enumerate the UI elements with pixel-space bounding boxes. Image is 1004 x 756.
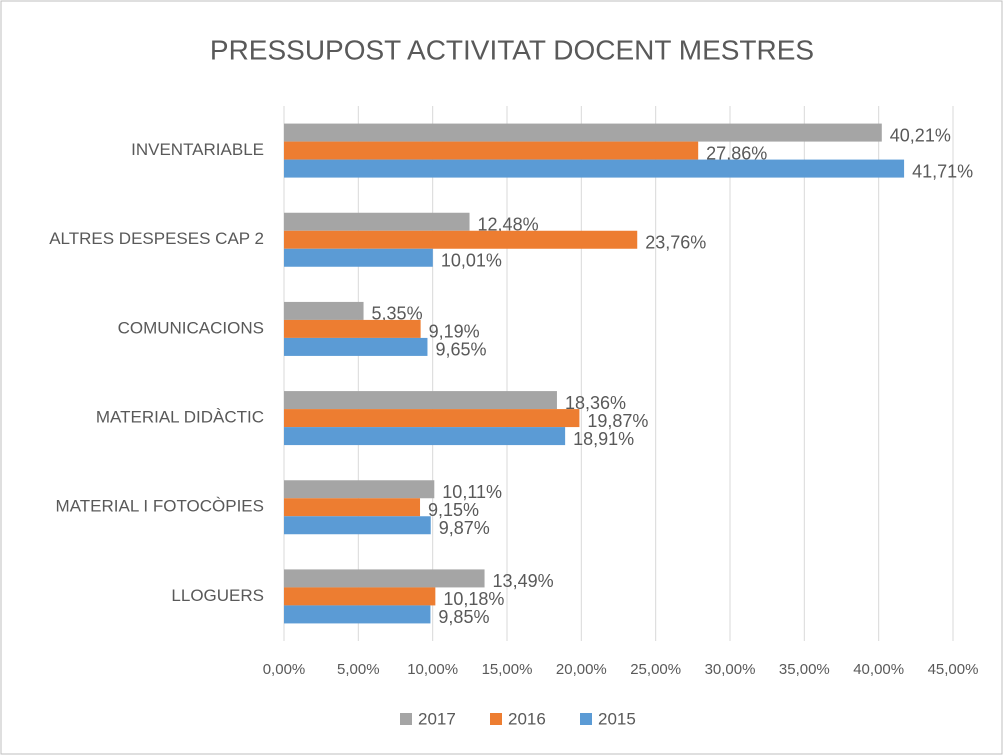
bar <box>284 230 638 249</box>
value-label: 5,35% <box>372 304 423 324</box>
value-label: 10,01% <box>441 251 502 271</box>
y-tick-label: COMUNICACIONS <box>118 318 264 337</box>
x-tick-label: 0,00% <box>263 661 306 678</box>
value-label: 27,86% <box>706 143 767 163</box>
value-label: 9,85% <box>438 607 489 627</box>
value-label: 9,15% <box>428 500 479 520</box>
x-tick-label: 45,00% <box>928 661 979 678</box>
x-tick-label: 25,00% <box>630 661 681 678</box>
y-tick-label: INVENTARIABLE <box>131 140 264 159</box>
legend-swatch <box>490 713 502 725</box>
value-label: 9,19% <box>429 322 480 342</box>
bar <box>284 516 431 535</box>
bar <box>284 569 485 588</box>
value-label: 10,11% <box>442 482 502 502</box>
bar <box>284 141 699 160</box>
value-label: 9,87% <box>439 518 490 538</box>
y-tick-label: MATERIAL I FOTOCÒPIES <box>56 497 264 516</box>
legend-swatch <box>580 713 592 725</box>
x-tick-label: 30,00% <box>705 661 756 678</box>
y-tick-label: MATERIAL DIDÀCTIC <box>96 408 264 427</box>
value-label: 19,87% <box>587 411 648 431</box>
bar <box>284 427 566 446</box>
x-tick-label: 5,00% <box>337 661 380 678</box>
bar <box>284 337 428 356</box>
value-label: 23,76% <box>645 233 706 253</box>
bar <box>284 301 364 320</box>
bar <box>284 605 431 624</box>
x-tick-label: 20,00% <box>556 661 607 678</box>
value-label: 18,36% <box>565 393 626 413</box>
y-tick-label: LLOGUERS <box>171 586 264 605</box>
bar <box>284 391 557 410</box>
value-label: 12,48% <box>478 215 539 235</box>
x-tick-label: 15,00% <box>482 661 533 678</box>
bar <box>284 159 905 178</box>
chart-title: PRESSUPOST ACTIVITAT DOCENT MESTRES <box>210 34 814 65</box>
bar <box>284 480 435 499</box>
legend-swatch <box>400 713 412 725</box>
bar <box>284 409 580 428</box>
value-label: 13,49% <box>493 571 554 591</box>
value-label: 18,91% <box>573 429 634 449</box>
value-label: 41,71% <box>912 161 973 181</box>
y-tick-label: ALTRES DESPESES CAP 2 <box>49 229 264 248</box>
value-label: 10,18% <box>443 589 504 609</box>
value-label: 9,65% <box>435 340 486 360</box>
legend-label: 2015 <box>598 709 636 728</box>
bar <box>284 248 433 267</box>
bar <box>284 123 882 142</box>
bar <box>284 319 421 338</box>
x-tick-label: 40,00% <box>853 661 904 678</box>
x-tick-label: 10,00% <box>407 661 458 678</box>
x-tick-label: 35,00% <box>779 661 830 678</box>
bar <box>284 498 421 517</box>
legend-label: 2016 <box>508 709 546 728</box>
bar <box>284 587 436 606</box>
bar <box>284 212 470 231</box>
legend-label: 2017 <box>418 709 456 728</box>
value-label: 40,21% <box>890 125 951 145</box>
